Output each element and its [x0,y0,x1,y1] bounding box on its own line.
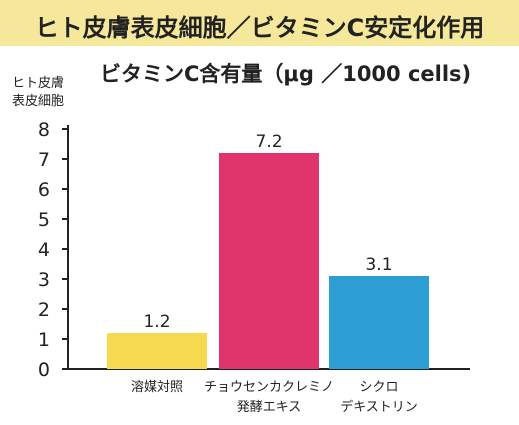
y-axis-label-line-2: 表皮細胞 [12,94,65,109]
bar [107,333,207,369]
y-tick-label: 3 [38,269,50,291]
bar-value-label: 7.2 [255,132,282,152]
chart-subtitle: ビタミンC含有量（μg ／1000 cells) [100,62,472,86]
y-tick-label: 5 [38,209,50,231]
x-category-label: チョウセンカクレミノ [204,380,334,395]
bar-value-label: 1.2 [143,312,170,332]
x-category-label: シクロ [359,380,398,395]
title-band [0,0,519,46]
bar-value-label: 3.1 [365,255,392,275]
y-axis-label-line-1: ヒト皮膚 [12,76,65,91]
bar [329,276,429,369]
chart-title: ヒト皮膚表皮細胞／ビタミンC安定化作用 [34,14,485,42]
y-tick-label: 8 [38,119,50,141]
x-category-label: 発酵エキス [237,400,302,415]
x-category-label: デキストリン [340,399,418,415]
x-category-label: 溶媒対照 [131,380,183,395]
y-tick-label: 6 [38,179,50,201]
y-tick-label: 7 [38,149,50,171]
y-tick-label: 1 [38,329,50,351]
bar [219,153,319,369]
y-tick-label: 2 [38,299,50,321]
y-tick-label: 0 [38,359,50,381]
y-tick-label: 4 [38,239,50,261]
